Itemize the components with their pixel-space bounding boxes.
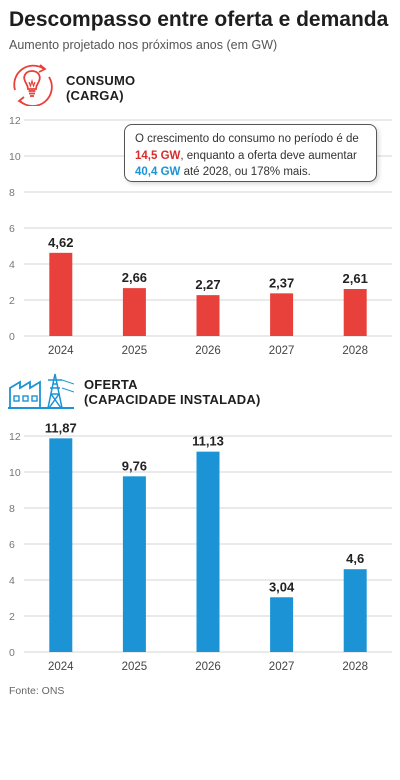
consumo-y-tick-label: 12 bbox=[9, 115, 21, 127]
consumo-bar-chart: 0 2 4 6 8 10 12 4,62 2024 2,66 2025 2,27 2026 2,37 202… bbox=[9, 115, 392, 357]
source-note: Fonte: ONS bbox=[9, 685, 65, 697]
oferta-y-tick-label: 10 bbox=[9, 467, 21, 479]
oferta-bar bbox=[270, 597, 294, 652]
callout-highlight-consumo: 14,5 GW bbox=[135, 149, 181, 162]
oferta-value-label: 3,04 bbox=[269, 579, 295, 594]
oferta-x-tick-label: 2027 bbox=[269, 661, 295, 673]
callout-text-1: O crescimento do consumo no período é de bbox=[135, 133, 359, 145]
consumo-x-tick-label: 2027 bbox=[269, 345, 295, 357]
oferta-value-label: 9,76 bbox=[122, 458, 147, 473]
oferta-y-tick-label: 2 bbox=[9, 611, 15, 623]
consumo-section-label: CONSUMO (CARGA) bbox=[66, 73, 135, 103]
consumo-value-label: 2,37 bbox=[269, 275, 294, 290]
consumo-x-tick-label: 2025 bbox=[122, 345, 148, 357]
consumo-label-line2: (CARGA) bbox=[66, 88, 124, 103]
consumo-bar bbox=[122, 288, 146, 336]
oferta-bar bbox=[122, 476, 146, 652]
consumo-value-label: 2,66 bbox=[122, 270, 147, 285]
callout-box: O crescimento do consumo no período é de… bbox=[124, 124, 377, 182]
consumo-y-tick-label: 10 bbox=[9, 151, 21, 163]
consumo-y-tick-label: 8 bbox=[9, 187, 15, 199]
oferta-bar bbox=[196, 451, 220, 652]
oferta-y-tick-label: 6 bbox=[9, 539, 15, 551]
consumo-label-line1: CONSUMO bbox=[66, 73, 136, 88]
consumo-x-tick-label: 2024 bbox=[48, 345, 74, 357]
callout-highlight-oferta: 40,4 GW bbox=[135, 166, 181, 178]
oferta-value-label: 4,6 bbox=[346, 551, 364, 566]
consumo-bar bbox=[196, 295, 220, 336]
consumo-y-tick-label: 2 bbox=[9, 295, 15, 307]
oferta-y-tick-label: 12 bbox=[9, 431, 21, 443]
consumo-y-tick-label: 4 bbox=[9, 259, 15, 271]
oferta-bar-chart: 0 2 4 6 8 10 12 11,87 2024 9,76 2025 11,13 2026 3,04 2… bbox=[9, 420, 392, 673]
oferta-value-label: 11,87 bbox=[45, 420, 77, 435]
oferta-y-tick-label: 4 bbox=[9, 575, 15, 587]
oferta-x-tick-label: 2025 bbox=[122, 661, 148, 673]
oferta-label-line1: OFERTA bbox=[84, 377, 138, 392]
consumo-bar bbox=[343, 289, 367, 336]
oferta-section-label: OFERTA (CAPACIDADE INSTALADA) bbox=[84, 377, 261, 407]
oferta-x-tick-label: 2024 bbox=[48, 661, 74, 673]
consumo-value-label: 4,62 bbox=[48, 235, 73, 250]
light-bulb-icon bbox=[13, 64, 53, 106]
consumo-value-label: 2,61 bbox=[343, 271, 368, 286]
consumo-x-tick-label: 2026 bbox=[195, 345, 221, 357]
consumo-y-tick-label: 0 bbox=[9, 331, 15, 343]
oferta-x-tick-label: 2028 bbox=[342, 661, 368, 673]
callout-text-2: , enquanto a oferta deve aumentar bbox=[180, 149, 357, 162]
consumo-y-tick-label: 6 bbox=[9, 223, 15, 235]
page-subtitle: Aumento projetado nos próximos anos (em … bbox=[9, 38, 278, 52]
consumo-x-tick-label: 2028 bbox=[342, 345, 368, 357]
consumo-bar bbox=[270, 293, 294, 336]
oferta-y-tick-label: 8 bbox=[9, 503, 15, 515]
oferta-bar bbox=[343, 569, 367, 652]
consumo-bar bbox=[49, 252, 73, 336]
callout-text-3: até 2028, ou 178% mais. bbox=[180, 166, 311, 178]
oferta-x-tick-label: 2026 bbox=[195, 661, 221, 673]
oferta-bar bbox=[49, 438, 73, 652]
power-plant-transmission-tower-icon bbox=[8, 373, 74, 409]
page-title: Descompasso entre oferta e demanda bbox=[9, 8, 389, 31]
oferta-label-line2: (CAPACIDADE INSTALADA) bbox=[84, 392, 261, 407]
consumo-value-label: 2,27 bbox=[195, 277, 220, 292]
oferta-y-tick-label: 0 bbox=[9, 647, 15, 659]
oferta-value-label: 11,13 bbox=[192, 434, 224, 449]
